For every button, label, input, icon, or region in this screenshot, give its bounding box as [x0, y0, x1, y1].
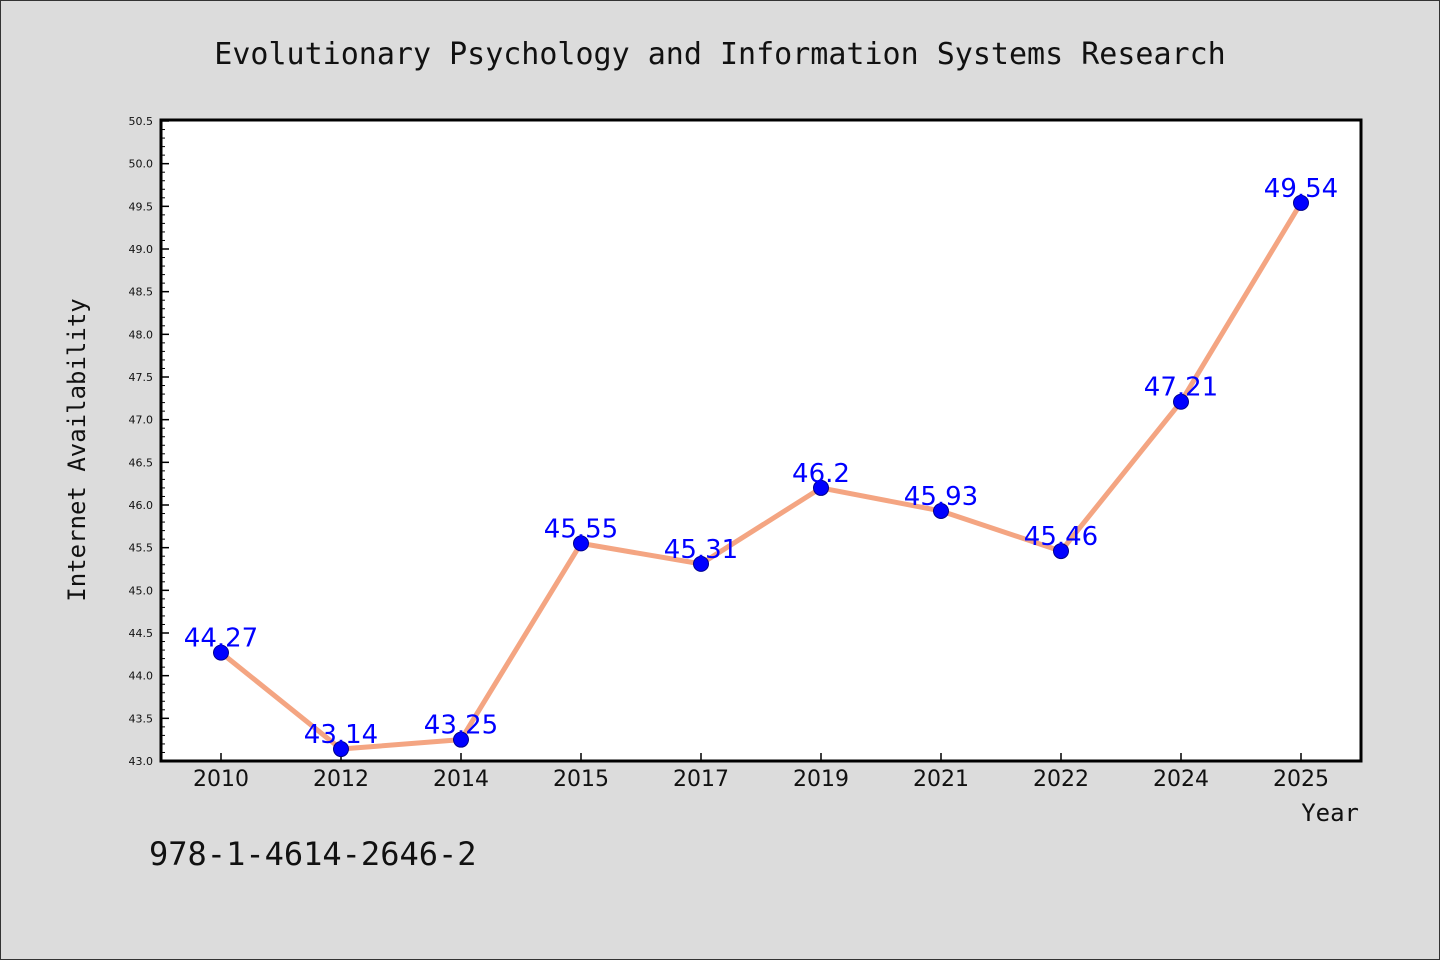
- y-tick-label: 44.5: [129, 627, 154, 640]
- data-label: 47.21: [1144, 373, 1218, 403]
- y-tick-label: 48.0: [129, 328, 154, 341]
- y-axis-label: Internet Availability: [63, 298, 91, 601]
- y-tick-label: 44.0: [129, 670, 154, 683]
- y-axis: 43.0 43.5 44.0 44.5 45.0 45.5 46.0 46.5 47.0 47.5…: [129, 115, 169, 768]
- data-label: 46.2: [792, 459, 850, 489]
- y-tick-label: 50.0: [129, 158, 154, 171]
- x-tick-label: 2012: [313, 767, 369, 792]
- data-point: [213, 644, 229, 661]
- x-tick-label: 2019: [793, 767, 849, 792]
- y-tick-label: 46.0: [129, 499, 154, 512]
- y-tick-label: 49.5: [129, 200, 154, 213]
- x-tick-label: 2017: [673, 767, 729, 792]
- data-label: 44.27: [184, 624, 258, 654]
- series-line-group: [213, 194, 1309, 758]
- data-point: [453, 731, 469, 748]
- x-tick-label: 2010: [193, 767, 249, 792]
- y-tick-label: 43.5: [129, 712, 154, 725]
- x-tick-label: 2022: [1033, 767, 1089, 792]
- data-point: [333, 741, 349, 758]
- data-label: 45.93: [904, 482, 978, 512]
- y-tick-label: 47.0: [129, 414, 154, 427]
- data-point: [1173, 393, 1189, 410]
- y-tick-label: 47.5: [129, 371, 154, 384]
- data-label: 45.55: [544, 514, 618, 544]
- x-tick-label: 2024: [1153, 767, 1209, 792]
- x-axis-label: Year: [1301, 799, 1359, 827]
- plot-area: [159, 118, 1363, 763]
- series-line: [219, 201, 1304, 752]
- y-tick-label: 50.5: [129, 115, 154, 128]
- y-tick-label: 46.5: [129, 456, 154, 469]
- data-label: 43.14: [304, 720, 378, 750]
- data-point: [1053, 543, 1069, 560]
- x-tick-label: 2021: [913, 767, 969, 792]
- x-axis: 2010 2012 2014 2015 2017 2019 2021 2022 2024 2025: [193, 753, 1329, 792]
- x-tick-label: 2015: [553, 767, 609, 792]
- data-label: 49.54: [1264, 174, 1338, 204]
- x-tick-label: 2025: [1273, 767, 1329, 792]
- data-label-group: 44.27 43.14 43.25 45.55 45.31 46.2 45.93 45.46 4…: [184, 174, 1338, 750]
- y-tick-label: 48.5: [129, 286, 154, 299]
- data-label: 43.25: [424, 711, 498, 741]
- data-label: 45.31: [664, 535, 738, 565]
- data-label: 45.46: [1024, 522, 1098, 552]
- chart-title: Evolutionary Psychology and Information …: [214, 37, 1225, 72]
- data-point: [573, 535, 589, 552]
- x-tick-label: 2014: [433, 767, 489, 792]
- data-point: [813, 479, 829, 496]
- footer-text: 978-1-4614-2646-2: [149, 835, 477, 873]
- data-point: [1293, 194, 1309, 211]
- y-tick-label: 49.0: [129, 243, 154, 256]
- data-point: [933, 502, 949, 519]
- data-point: [693, 555, 709, 572]
- y-tick-label: 45.5: [129, 542, 154, 555]
- y-tick-label: 45.0: [129, 584, 154, 597]
- y-tick-label: 43.0: [129, 755, 154, 768]
